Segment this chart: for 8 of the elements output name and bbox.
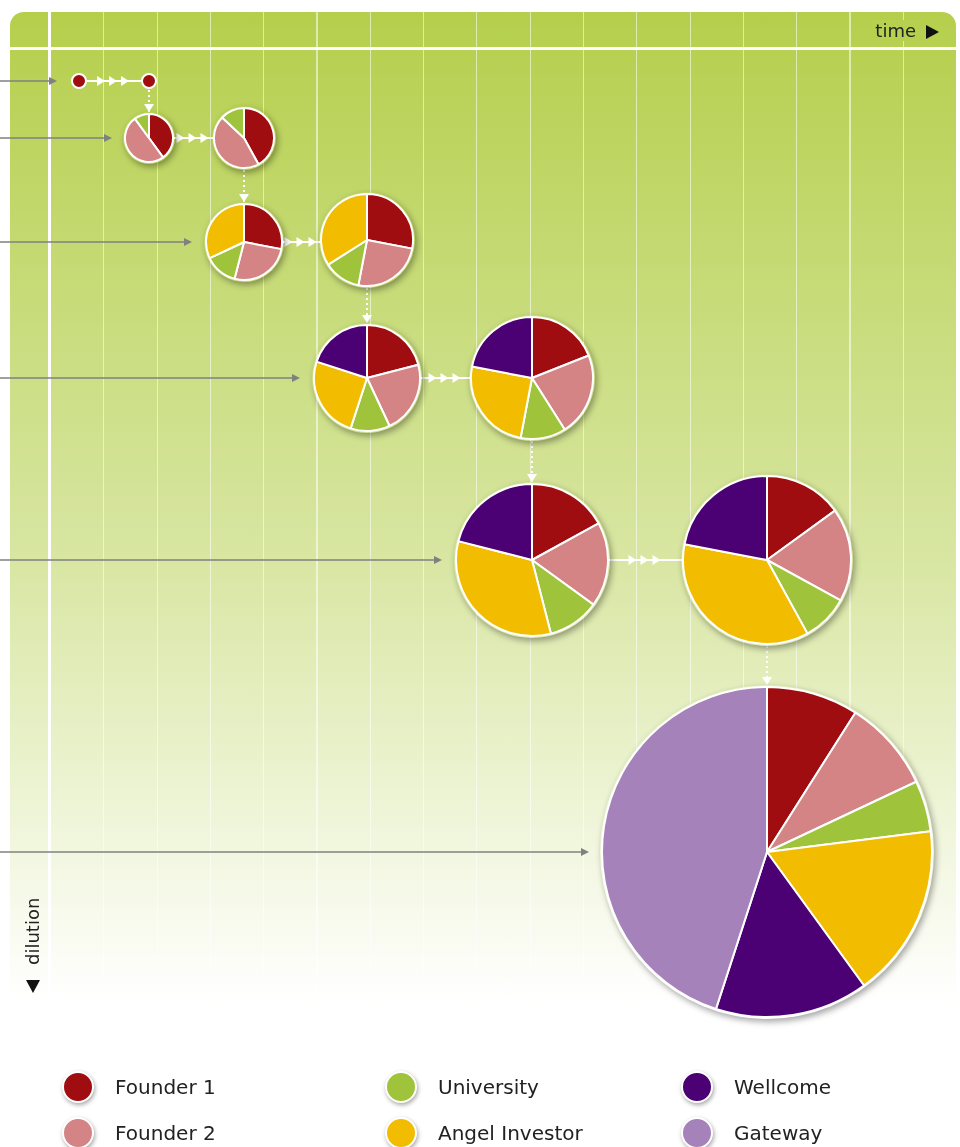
legend-label: University: [438, 1075, 539, 1099]
text: dilution: [22, 897, 43, 965]
legend-label: Founder 2: [115, 1121, 216, 1145]
legend-label: Angel Investor: [438, 1121, 583, 1145]
legend-label: Gateway: [734, 1121, 823, 1145]
legend-label: Wellcome: [734, 1075, 832, 1099]
text: time: [871, 20, 920, 41]
legend-label: Founder 1: [115, 1075, 216, 1099]
